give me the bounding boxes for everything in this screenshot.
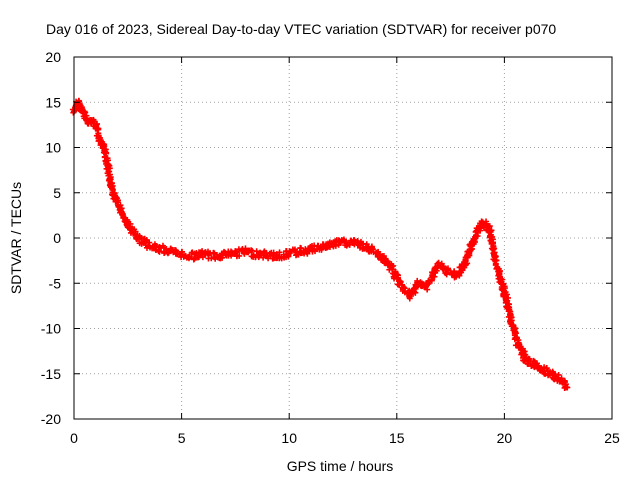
data-point [71,107,78,114]
data-point [276,249,283,256]
data-point [285,253,292,260]
data-point [369,246,376,253]
data-point [483,220,490,227]
data-point [234,252,241,259]
y-tick-label: 15 [45,94,61,110]
data-point [143,237,150,244]
data-point [443,271,450,278]
data-point [228,252,235,259]
data-point [451,268,458,275]
data-point [332,242,339,249]
series-sdtvar [69,97,571,391]
data-point [497,267,504,274]
y-tick-label: -10 [41,321,61,337]
y-tick-label: -5 [49,275,62,291]
y-tick-label: 20 [45,49,61,65]
y-axis-label: SDTVAR / TECUs [8,182,24,294]
data-point [340,236,347,243]
data-point [297,244,304,251]
x-tick-label: 20 [497,430,513,446]
data-point [444,267,451,274]
data-point [253,248,260,255]
axes: 0 5 10 15 20 25 -20 -15 -10 -5 0 5 10 15 20 [41,49,620,446]
x-tick-label: 15 [389,430,405,446]
series-group [69,97,571,391]
data-point [397,278,404,285]
x-tick-label: 10 [281,430,297,446]
data-point [563,384,570,391]
data-point [508,321,515,328]
data-point [401,285,408,292]
data-point [425,278,432,285]
data-point [186,253,193,260]
data-point [314,242,321,249]
data-point [411,288,418,295]
data-point [488,237,495,244]
y-tick-label: 10 [45,140,61,156]
y-tick-label: 5 [53,185,61,201]
y-tick-label: -20 [41,411,61,427]
data-point [101,143,108,150]
data-point [95,132,102,139]
y-tick-label: 0 [53,230,61,246]
x-tick-label: 5 [178,430,186,446]
data-point [561,377,568,384]
data-point [375,251,382,258]
x-axis-label: GPS time / hours [287,458,394,474]
data-point [106,175,113,182]
data-point [492,260,499,267]
data-point [82,109,89,116]
grid [74,57,612,419]
data-point [257,250,264,257]
x-tick-label: 0 [70,430,78,446]
x-tick-label: 25 [604,430,620,446]
y-tick-label: -15 [41,366,61,382]
chart-title: Day 016 of 2023, Sidereal Day-to-day VTE… [46,21,556,37]
data-point [217,253,224,260]
data-point [178,248,185,255]
data-point [543,365,550,372]
data-point [318,246,325,253]
